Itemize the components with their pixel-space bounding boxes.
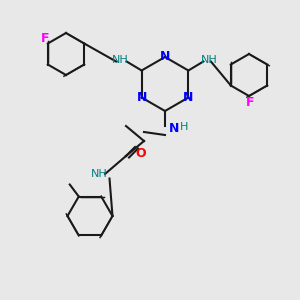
Text: N: N (183, 91, 194, 104)
Text: N: N (136, 91, 147, 104)
Text: F: F (40, 32, 49, 46)
Text: NH: NH (201, 55, 218, 65)
Text: N: N (169, 122, 179, 136)
Text: NH: NH (112, 55, 129, 65)
Text: NH: NH (91, 169, 107, 179)
Text: H: H (180, 122, 189, 133)
Text: O: O (136, 146, 146, 160)
Text: N: N (160, 50, 170, 64)
Text: F: F (246, 95, 255, 109)
